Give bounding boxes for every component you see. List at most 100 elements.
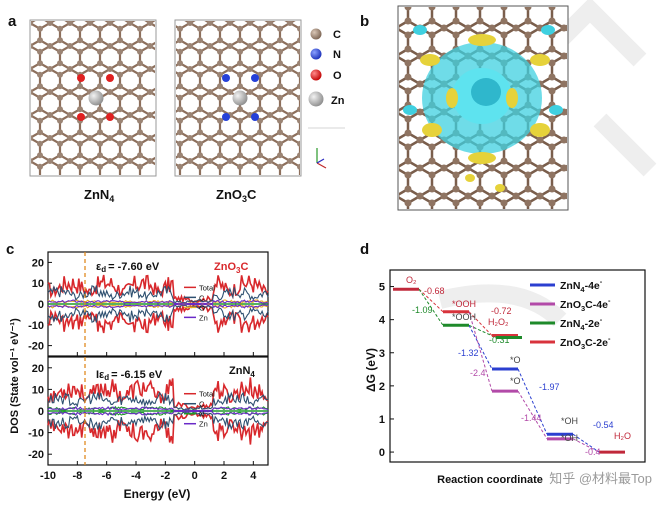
- zno3c-dopants: [222, 74, 259, 121]
- legend-zn-label: Zn: [331, 95, 345, 107]
- x-tick-label: -2: [160, 470, 170, 482]
- panel-d-letter: d: [360, 241, 369, 258]
- energy-step-labels: -0.68 -1.09 -0.72 -0.31 -1.32 -2.4 -1.97…: [412, 286, 614, 457]
- zn-atom: [232, 90, 248, 106]
- x-tick-label: -4: [131, 470, 142, 482]
- znn4-label: ZnN4: [84, 187, 114, 204]
- atom-legend: C N O Zn: [308, 28, 345, 107]
- x-tick-label: -10: [40, 470, 56, 482]
- step-label: -0.68: [424, 286, 445, 296]
- energy-xlabel: Reaction coordinate: [437, 474, 543, 486]
- species-o-a: *O: [510, 355, 521, 365]
- step-label: -0.72: [491, 306, 512, 316]
- species-oh-a: *OH: [561, 416, 578, 426]
- panel-a: a ZnN4 ZnO3C C N O Zn: [8, 13, 345, 204]
- step-label: -1.09: [412, 305, 433, 315]
- legend-label: Total: [199, 283, 215, 292]
- legend-c-ball: [310, 28, 322, 40]
- dos-top-ticks: -20 -10 0 10 20: [28, 257, 254, 356]
- energy-connector: [572, 433, 600, 453]
- dos-top-dband-label: εd = -7.60 eV: [96, 261, 160, 274]
- step-label: -1.97: [539, 382, 560, 392]
- y-tick-label: 10: [32, 384, 44, 396]
- y-tick-label: -10: [28, 428, 44, 440]
- dos-top-curves: [47, 274, 269, 334]
- dos-top-material: ZnO3C: [214, 261, 248, 275]
- y-tick-label: 4: [379, 315, 386, 327]
- dos-x-ticks: -10 -8 -6 -4 -2 0 2 4: [40, 470, 257, 482]
- charge-density-isosurface: [403, 25, 563, 192]
- dos-curve-zn-down: [47, 303, 269, 309]
- legend-o-label: O: [333, 70, 342, 82]
- dos-curve-c-up: [47, 285, 269, 304]
- species-h2o: H₂O: [614, 431, 631, 441]
- dos-bottom-ticks: -20 -10 0 10 20: [28, 363, 254, 465]
- step-label: -0.54: [593, 420, 614, 430]
- step-label: -0.4: [585, 447, 601, 457]
- dos-curve-total-up: [47, 377, 269, 410]
- background-watermark: [437, 0, 657, 327]
- y-tick-label: -20: [28, 449, 44, 461]
- y-tick-label: 20: [32, 363, 44, 375]
- axis-triad-icon: [308, 127, 345, 169]
- panel-b: b: [360, 5, 569, 211]
- legend-o-ball: [310, 69, 322, 81]
- panel-c: c DOS (State vol⁻¹ eV⁻¹) Energy (eV) -20…: [6, 241, 269, 501]
- legend-label: C: [199, 400, 205, 409]
- x-tick-label: 4: [250, 470, 257, 482]
- dos-curve-total-down: [47, 412, 269, 445]
- legend-label: Total: [199, 390, 215, 399]
- y-tick-label: -10: [28, 320, 44, 332]
- y-tick-label: -20: [28, 341, 44, 353]
- energy-frame: [389, 269, 646, 463]
- y-tick-label: 3: [379, 348, 385, 360]
- znn4-dopants: [77, 74, 114, 121]
- energy-connector: [468, 311, 493, 392]
- energy-connector: [468, 325, 493, 370]
- energy-connector: [418, 288, 444, 326]
- y-tick-label: 0: [38, 299, 44, 311]
- energy-species-labels: O₂ *OOH *OOH H₂O₂ *O *O *OH *OH H₂O: [406, 275, 631, 443]
- zno3c-label: ZnO3C: [216, 187, 257, 204]
- species-ooh-a: *OOH: [452, 299, 476, 309]
- dos-bottom-curves: [47, 377, 269, 445]
- species-oh-b: *OH: [561, 433, 578, 443]
- legend-c-label: C: [333, 29, 341, 41]
- y-tick-label: 10: [32, 278, 44, 290]
- y-tick-label: 2: [379, 381, 385, 393]
- step-label: -2.4: [470, 368, 486, 378]
- legend-label: Zn: [199, 313, 208, 322]
- energy-connectors: [418, 288, 600, 453]
- legend-n-ball: [310, 48, 322, 60]
- y-tick-label: 20: [32, 257, 44, 269]
- energy-ylabel: ΔG (eV): [364, 348, 378, 392]
- dos-ylabel: DOS (State vol⁻¹ eV⁻¹): [9, 318, 21, 434]
- species-o-b: *O: [510, 376, 521, 386]
- zn-atom: [88, 90, 104, 106]
- energy-connector: [517, 368, 548, 435]
- legend-label: ZnO3C-2e-: [560, 334, 611, 351]
- x-tick-label: -6: [102, 470, 112, 482]
- species-o2: O₂: [406, 275, 417, 285]
- y-tick-label: 0: [38, 406, 44, 418]
- x-tick-label: -8: [72, 470, 82, 482]
- panel-d: d ΔG (eV) 0 1 2 3 4 5 O₂ *OOH *OOH H₂O₂ *O *O…: [360, 241, 646, 486]
- energy-legend: ZnN4-4e- ZnO3C-4e- ZnN4-2e- ZnO3C-2e-: [530, 277, 611, 351]
- dos-bottom-dband-label: Iεd = -6.15 eV: [96, 369, 163, 382]
- legend-label: ZnN4-2e-: [560, 315, 603, 332]
- species-ooh-b: *OOH: [452, 312, 476, 322]
- species-h2o2: H₂O₂: [488, 317, 509, 327]
- watermark-text: 知乎 @材料最Top: [549, 471, 652, 486]
- panel-a-letter: a: [8, 13, 17, 30]
- dos-xlabel: Energy (eV): [124, 487, 191, 501]
- dos-bottom-material: ZnN4: [229, 365, 255, 379]
- legend-label: O: [199, 303, 205, 312]
- legend-zn-ball: [308, 91, 324, 107]
- panel-c-letter: c: [6, 241, 14, 258]
- legend-label: N: [199, 410, 204, 419]
